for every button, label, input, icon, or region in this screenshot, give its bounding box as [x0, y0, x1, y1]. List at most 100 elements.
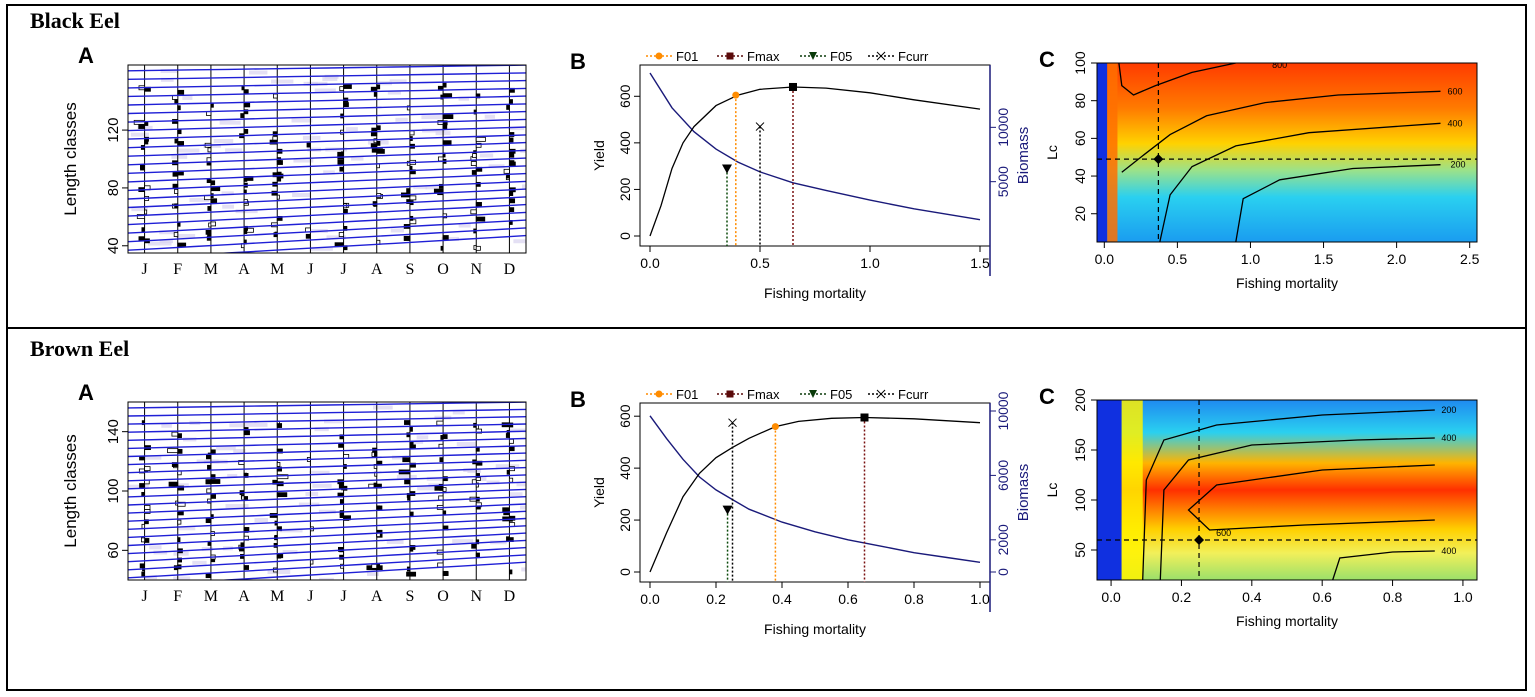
lfq-shading [441, 236, 459, 241]
lfq-shading [387, 90, 401, 95]
panel-b-xtick-label: 1.5 [970, 255, 990, 271]
panel-b-letter: B [570, 49, 586, 74]
lfq-shading [509, 492, 523, 497]
lfq-bar [376, 148, 385, 154]
lfq-bar [141, 227, 145, 233]
lfq-bar [442, 114, 454, 120]
lfq-bar [440, 245, 444, 251]
lfq-shading [221, 191, 234, 196]
growth-curve [128, 172, 526, 192]
lfq-bar [306, 142, 311, 148]
legend-marker-fmax [726, 390, 734, 398]
panel-a-month-label: A [371, 261, 383, 278]
panel-c-heatmap-group: 800 600 400 200 [1097, 63, 1477, 242]
lfq-bar [338, 546, 344, 552]
growth-curve [128, 196, 526, 217]
panel-c-xtick-label: 0.0 [1101, 589, 1121, 605]
lfq-bar [470, 209, 477, 215]
growth-curve [128, 149, 526, 166]
growth-curve [128, 437, 526, 450]
lfq-shading [137, 125, 153, 130]
lfq-shading [192, 560, 207, 565]
lfq-shading [309, 470, 330, 475]
contour-line [1118, 63, 1236, 96]
lfq-bar [374, 452, 378, 457]
lfq-bar [506, 430, 510, 435]
panel-b-ylabel-left: Yield [591, 140, 607, 171]
lfq-bar [370, 143, 378, 149]
growth-curve [215, 234, 526, 253]
lfq-bar [343, 208, 348, 214]
lfq-bar [409, 195, 417, 201]
lfq-bar [172, 183, 179, 189]
growth-curve [128, 87, 526, 98]
contour-line [1235, 164, 1441, 242]
panel-a-month-label: M [270, 261, 284, 278]
panel-c-ytick-label: 200 [1072, 388, 1088, 412]
lfq-bar [438, 495, 444, 501]
growth-curve [128, 388, 526, 392]
lfq-shading [271, 79, 294, 84]
panel-c-xtick-label: 0.6 [1312, 589, 1332, 605]
lfq-shading [182, 95, 193, 100]
growth-curve [128, 118, 526, 132]
lfq-bar [144, 538, 150, 543]
panel-b-y2tick-label: 2000 [995, 524, 1011, 555]
panel-b-ylabel-left: Yield [591, 477, 607, 508]
panel-a-month-label: O [437, 261, 449, 278]
growth-curve [128, 496, 526, 514]
lfq-shading [452, 539, 474, 544]
contour-label: 600 [1448, 86, 1463, 96]
contour-line [1142, 409, 1435, 580]
lfq-shading [159, 230, 178, 235]
panel-c-border [1096, 62, 1478, 243]
lfq-bar [439, 457, 444, 463]
lfq-bar [509, 569, 513, 575]
lfq-bar [210, 493, 216, 499]
lfq-bar [373, 138, 378, 144]
lfq-shading [486, 480, 500, 485]
lfq-bar [240, 554, 245, 559]
lfq-bar [177, 89, 185, 95]
lfq-bar [343, 84, 352, 89]
lfq-shading [318, 509, 336, 514]
panel-a-ytick-label: 60 [105, 542, 122, 559]
lfq-bar [144, 209, 148, 215]
legend-label-f05: F05 [830, 387, 852, 402]
figure-frame [6, 4, 1527, 691]
panel-a-ytick-label: 80 [105, 180, 122, 197]
lfq-bar [442, 82, 447, 88]
lfq-bar [471, 543, 477, 549]
growth-curve [128, 481, 526, 498]
lfq-shading [149, 545, 162, 550]
ref-point-f01 [732, 91, 740, 99]
contour-label: 600 [1216, 528, 1231, 538]
lfq-bar [509, 191, 514, 196]
lfq-bar [177, 433, 182, 439]
panel-a-ytick-label: 140 [105, 419, 122, 444]
lfq-bar [442, 213, 448, 219]
lfq-bar [238, 460, 245, 465]
lfq-shading [426, 476, 450, 481]
panel-c-ytick-label: 60 [1072, 130, 1088, 146]
lfq-shading [292, 193, 312, 198]
growth-curve [128, 546, 526, 571]
panel-a-ytick-label: 40 [105, 237, 122, 254]
lfq-shading [396, 474, 417, 479]
panel-a-month-label: N [470, 261, 482, 278]
lfq-bar [203, 195, 212, 201]
lfq-bar [471, 479, 477, 485]
lfq-bar [210, 479, 221, 484]
lfq-bar [438, 483, 444, 489]
panel-a-month-label: M [270, 588, 284, 605]
lfq-shading [173, 551, 189, 556]
legend-label-fcurr: Fcurr [898, 49, 929, 64]
panel-b-ytick-label: 0 [617, 568, 633, 576]
lfq-bar [509, 132, 515, 137]
panel-b-y2tick-label: 5000 [995, 166, 1011, 197]
panel-c-xtick-label: 0.2 [1172, 589, 1192, 605]
lfq-bar [144, 505, 151, 510]
panel-a-month-label: O [437, 588, 449, 605]
lfq-bar [273, 232, 278, 238]
lfq-bar [402, 457, 411, 463]
